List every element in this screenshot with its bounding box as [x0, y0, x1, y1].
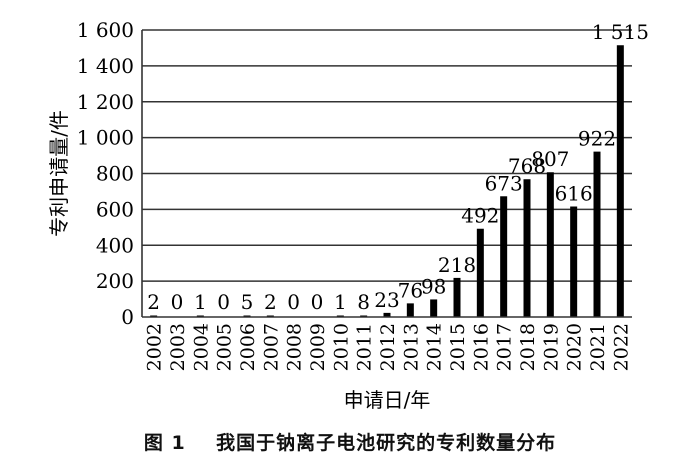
data-label: 2 [264, 290, 277, 314]
x-tick-label: 2014 [424, 323, 446, 371]
x-tick-label: 2012 [377, 323, 399, 371]
y-tick-label: 200 [96, 269, 134, 293]
y-tick-label: 1 600 [77, 18, 134, 42]
data-label: 616 [555, 182, 593, 206]
x-tick-label: 2018 [517, 323, 539, 371]
x-tick-label: 2019 [540, 323, 562, 371]
x-tick-label: 2021 [587, 323, 609, 371]
data-label: 768 [508, 154, 546, 178]
bar [406, 303, 414, 317]
y-tick-label: 1 200 [77, 90, 134, 114]
bar [383, 312, 391, 317]
axes [141, 30, 632, 318]
bars [150, 45, 624, 317]
y-axis-label: 专利申请量/件 [47, 110, 71, 237]
y-tick-label: 800 [96, 162, 134, 186]
data-label: 0 [311, 290, 324, 314]
y-tick-labels: 0 200 400 600 800 1 000 1 200 1 400 1 600 [77, 18, 134, 329]
x-tick-label: 2020 [564, 323, 586, 371]
data-label: 807 [531, 147, 569, 171]
data-label: 5 [241, 290, 254, 314]
data-label: 98 [421, 274, 446, 298]
data-label: 76 [398, 278, 423, 302]
x-tick-label: 2004 [190, 323, 212, 371]
data-label: 8 [357, 290, 370, 314]
data-label: 1 [194, 290, 207, 314]
y-tick-label: 1 000 [77, 126, 134, 150]
bar [523, 179, 531, 317]
bar [476, 228, 484, 317]
x-tick-label: 2003 [167, 323, 189, 371]
x-tick-label: 2017 [494, 323, 516, 371]
bar [430, 299, 438, 317]
bar [453, 277, 461, 317]
bar [546, 172, 554, 317]
x-tick-label: 2007 [260, 323, 282, 371]
bar [500, 196, 508, 317]
bar [593, 151, 601, 317]
figure-caption: 图 1 我国于钠离子电池研究的专利数量分布 [143, 432, 557, 454]
x-tick-labels: 2002 2003 2004 2005 2006 2007 2008 2009 2010 2011… [144, 323, 633, 371]
y-tick-label: 0 [121, 305, 134, 329]
x-tick-label: 2010 [330, 323, 352, 371]
data-label: 1 515 [592, 20, 649, 44]
data-label: 673 [485, 171, 523, 195]
x-tick-label: 2002 [144, 323, 166, 371]
x-tick-label: 2009 [307, 323, 329, 371]
data-label: 218 [438, 253, 476, 277]
x-tick-label: 2008 [284, 323, 306, 371]
data-label: 1 [334, 290, 347, 314]
data-label: 0 [287, 290, 300, 314]
y-tick-label: 400 [96, 233, 134, 257]
y-tick-label: 600 [96, 197, 134, 221]
y-tick-label: 1 400 [77, 54, 134, 78]
x-tick-label: 2016 [470, 323, 492, 371]
data-label: 0 [171, 290, 184, 314]
data-label: 0 [217, 290, 230, 314]
data-label: 492 [461, 204, 499, 228]
gridlines [142, 29, 632, 282]
bar [570, 206, 578, 317]
x-tick-label: 2011 [354, 323, 376, 371]
data-label: 23 [374, 288, 399, 312]
x-axis-label: 申请日/年 [344, 388, 431, 412]
x-tick-label: 2005 [214, 323, 236, 371]
bar [616, 45, 624, 317]
x-tick-label: 2006 [237, 323, 259, 371]
x-tick-label: 2015 [447, 323, 469, 371]
x-tick-label: 2013 [400, 323, 422, 371]
data-label: 922 [578, 127, 616, 151]
x-tick-label: 2022 [610, 323, 632, 371]
data-label: 2 [147, 290, 160, 314]
